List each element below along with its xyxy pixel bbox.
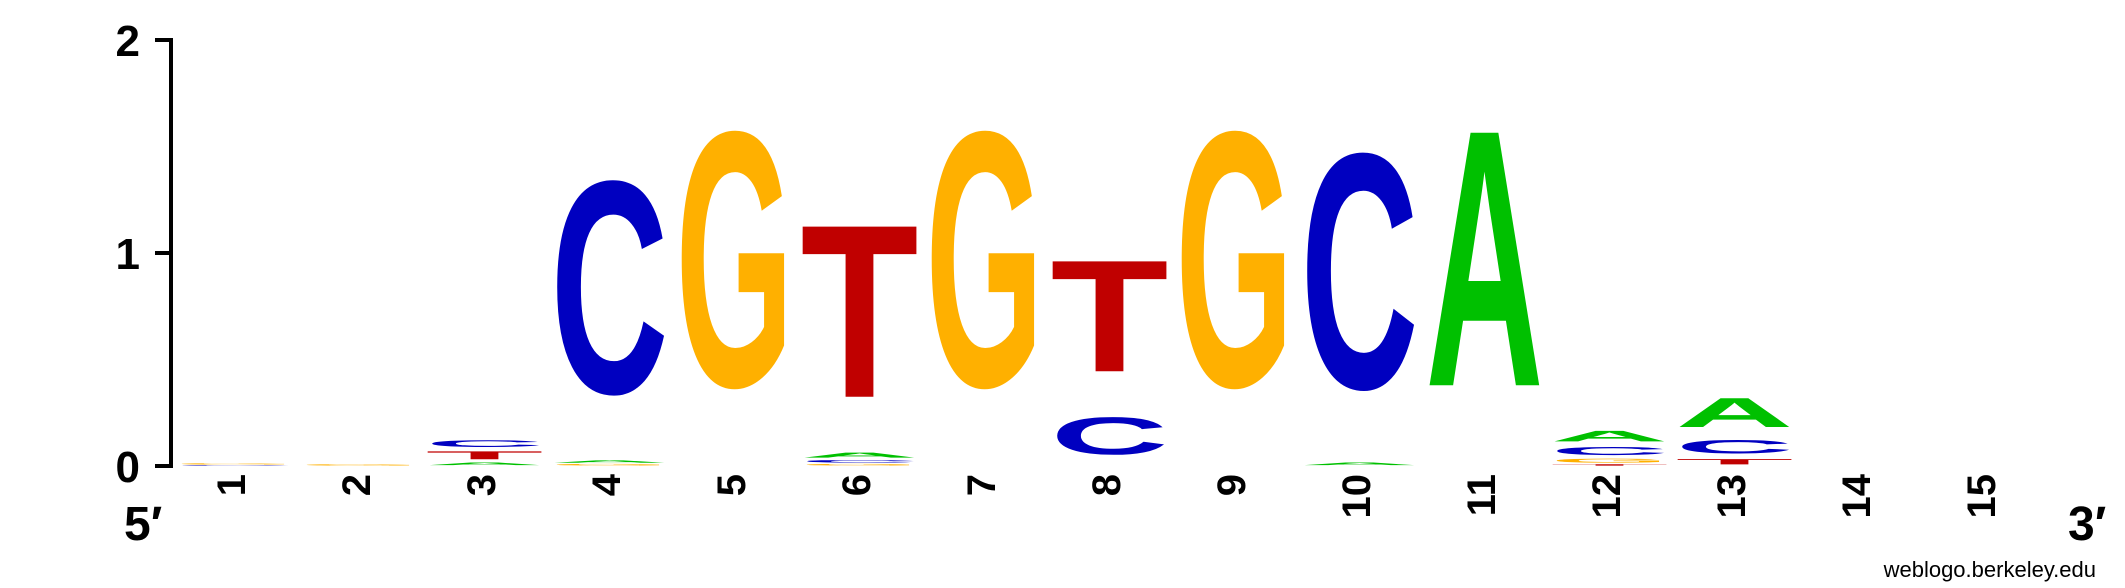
logo-letter-C-pos-6: C [801, 459, 919, 463]
logo-letter-T-pos-8: T [1051, 227, 1169, 405]
logo-letter-C-pos-8: C [1051, 406, 1169, 466]
position-label-11: 11 [1460, 474, 1504, 516]
logo-letter-A-pos-11: A [1426, 55, 1544, 465]
logo-letter-G-pos-1: G [176, 463, 294, 465]
logo-letter-A-pos-12: A [1551, 428, 1669, 445]
logo-letter-G-pos-9: G [1176, 57, 1294, 464]
logo-letter-C-pos-1: C [176, 465, 294, 466]
logo-letter-A-pos-6: A [801, 451, 919, 459]
logo-letter-G-pos-2: G [301, 464, 419, 466]
logo-letter-C-pos-12: C [1551, 445, 1669, 458]
logo-letter-A-pos-4: A [551, 460, 669, 464]
five-prime-label: 5′ [124, 498, 162, 551]
three-prime-label: 3′ [2068, 498, 2106, 551]
y-tick-label-2: 2 [116, 17, 140, 66]
position-label-2: 2 [335, 474, 379, 496]
position-label-5: 5 [710, 474, 754, 496]
position-label-12: 12 [1585, 474, 1629, 519]
position-label-13: 13 [1710, 474, 1754, 519]
logo-letter-G-pos-4: G [551, 463, 669, 466]
position-label-6: 6 [835, 474, 879, 496]
position-label-10: 10 [1335, 474, 1379, 519]
position-label-3: 3 [460, 474, 504, 496]
logo-letter-G-pos-5: G [676, 57, 794, 464]
y-axis: 2 1 0 [116, 17, 173, 492]
logo-letter-T-pos-13: T [1676, 457, 1794, 466]
position-label-4: 4 [585, 473, 629, 496]
position-label-1: 1 [210, 474, 254, 496]
weblogo-credit: weblogo.berkeley.edu [1883, 557, 2096, 582]
logo-letter-A-pos-13: A [1676, 389, 1794, 436]
logo-letter-T-pos-3: T [426, 449, 544, 462]
position-label-9: 9 [1210, 474, 1254, 496]
position-label-8: 8 [1085, 474, 1129, 496]
logo-letter-G-pos-7: G [926, 57, 1044, 464]
logo-letter-C-pos-10: C [1301, 84, 1419, 461]
logo-letter-A-pos-3: A [426, 462, 544, 466]
logo-letter-C-pos-4: C [551, 117, 669, 457]
position-label-7: 7 [960, 474, 1004, 496]
position-label-14: 14 [1835, 473, 1879, 518]
logo-letter-G-pos-12: G [1551, 457, 1669, 463]
y-tick-label-1: 1 [116, 230, 140, 279]
logo-letter-T-pos-12: T [1551, 464, 1669, 466]
logo-letter-C-pos-3: C [426, 438, 544, 449]
logo-letter-C-pos-13: C [1676, 436, 1794, 457]
logo-letter-T-pos-6: T [801, 174, 919, 450]
x-axis-position-labels: 1 2 3 4 5 6 7 8 9 10 11 12 13 14 15 [210, 473, 2004, 518]
logo-letter-G-pos-6: G [801, 463, 919, 466]
logo-letter-A-pos-10: A [1301, 462, 1419, 466]
y-tick-label-0: 0 [116, 443, 140, 492]
position-label-15: 15 [1960, 474, 2004, 519]
